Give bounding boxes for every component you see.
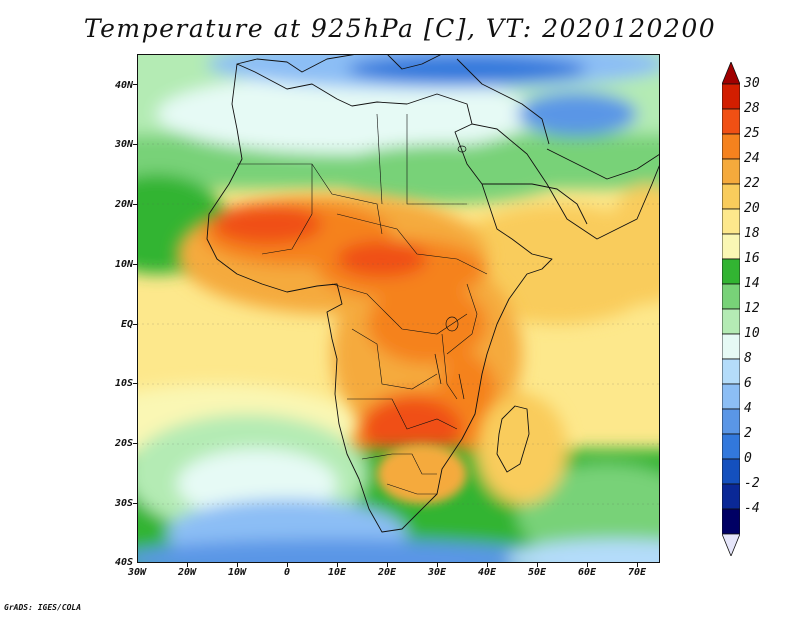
colorbar-cell <box>722 283 740 310</box>
y-tick-mark <box>133 204 137 205</box>
colorbar <box>722 62 740 556</box>
y-tick-mark <box>133 383 137 384</box>
field-sahara-green <box>327 144 567 204</box>
x-tick-mark <box>287 563 288 567</box>
x-tick-mark <box>237 563 238 567</box>
y-tick-40s: 40S <box>114 557 133 568</box>
colorbar-cell <box>722 233 740 260</box>
x-tick-mark <box>587 563 588 567</box>
field-iran-8 <box>517 92 637 136</box>
y-tick-mark <box>133 264 137 265</box>
temperature-map <box>137 54 660 563</box>
y-tick-eq: EQ <box>120 319 133 330</box>
colorbar-cell <box>722 458 740 485</box>
field-chad-28 <box>337 241 427 277</box>
colorbar-cell <box>722 208 740 235</box>
colorbar-cell <box>722 358 740 385</box>
y-tick-20n: 20N <box>114 199 133 210</box>
x-tick-30e: 30E <box>427 567 447 578</box>
colorbar-label: 24 <box>744 151 760 166</box>
colorbar-cell <box>722 258 740 285</box>
y-tick-mark <box>133 144 137 145</box>
colorbar-label: 4 <box>744 401 752 416</box>
colorbar-label: 12 <box>744 301 760 316</box>
field-south-6 <box>137 539 557 563</box>
field-congo-26 <box>367 284 487 364</box>
colorbar-label: 2 <box>744 426 752 441</box>
y-tick-40n: 40N <box>114 80 133 91</box>
colorbar-label: 18 <box>744 226 760 241</box>
x-tick-mark <box>187 563 188 567</box>
colorbar-cell <box>722 433 740 460</box>
colorbar-cell <box>722 83 740 110</box>
y-tick-30n: 30N <box>114 139 133 150</box>
x-tick-mark <box>537 563 538 567</box>
y-tick-mark <box>133 84 137 85</box>
y-tick-20s: 20S <box>114 438 133 449</box>
colorbar-label: 30 <box>744 76 760 91</box>
y-tick-mark <box>133 324 137 325</box>
x-tick-40e: 40E <box>477 567 497 578</box>
x-tick-0: 0 <box>283 567 291 578</box>
x-tick-30w: 30W <box>127 567 147 578</box>
x-tick-20e: 20E <box>377 567 397 578</box>
y-tick-10s: 10S <box>114 378 133 389</box>
lakes <box>434 145 467 400</box>
colorbar-bottom-triangle <box>722 533 740 556</box>
colorbar-label: 20 <box>744 201 760 216</box>
colorbar-label: 6 <box>744 376 752 391</box>
colorbar-label: 8 <box>744 351 752 366</box>
field-se-indian-10 <box>507 539 660 563</box>
x-tick-20w: 20W <box>177 567 197 578</box>
colorbar-cell <box>722 158 740 185</box>
colorbar-label: 22 <box>744 176 760 191</box>
colorbar-label: 25 <box>744 126 760 141</box>
y-tick-mark <box>133 503 137 504</box>
colorbar-label: -2 <box>744 476 760 491</box>
map-title: Temperature at 925hPa [C], VT: 202012020… <box>83 14 717 43</box>
y-tick-10n: 10N <box>114 259 133 270</box>
x-tick-50e: 50E <box>527 567 547 578</box>
field-kalahari-28 <box>362 397 462 461</box>
colorbar-label: 0 <box>744 451 752 466</box>
colorbar-label: 16 <box>744 251 760 266</box>
x-tick-60e: 60E <box>577 567 597 578</box>
colorbar-cell <box>722 383 740 410</box>
colorbar-cell <box>722 108 740 135</box>
x-tick-mark <box>437 563 438 567</box>
colorbar-label: 28 <box>744 101 760 116</box>
y-tick-30s: 30S <box>114 498 133 509</box>
coastlines <box>206 54 660 533</box>
field-madagascar-22 <box>477 394 567 504</box>
colorbar-cell <box>722 408 740 435</box>
colorbar-label: -4 <box>744 501 760 516</box>
graticule <box>137 143 660 505</box>
x-tick-mark <box>337 563 338 567</box>
colorbar-cell <box>722 333 740 360</box>
colorbar-label: 14 <box>744 276 760 291</box>
x-tick-10w: 10W <box>227 567 247 578</box>
x-tick-70e: 70E <box>627 567 647 578</box>
colorbar-cell <box>722 183 740 210</box>
x-tick-mark <box>387 563 388 567</box>
colorbar-cell <box>722 133 740 160</box>
credit-text: GrADS: IGES/COLA <box>4 603 82 612</box>
map-canvas <box>137 54 660 563</box>
field-sahel-28 <box>212 204 322 244</box>
country-borders <box>237 113 488 495</box>
x-tick-mark <box>487 563 488 567</box>
x-tick-mark <box>637 563 638 567</box>
x-tick-10e: 10E <box>327 567 347 578</box>
field-med-14 <box>157 74 537 154</box>
colorbar-cell <box>722 483 740 510</box>
colorbar-cell <box>722 308 740 335</box>
colorbar-cell <box>722 508 740 535</box>
colorbar-top-triangle <box>722 62 740 85</box>
colorbar-label: 10 <box>744 326 760 341</box>
y-tick-mark <box>133 443 137 444</box>
field-india-22 <box>607 184 660 304</box>
